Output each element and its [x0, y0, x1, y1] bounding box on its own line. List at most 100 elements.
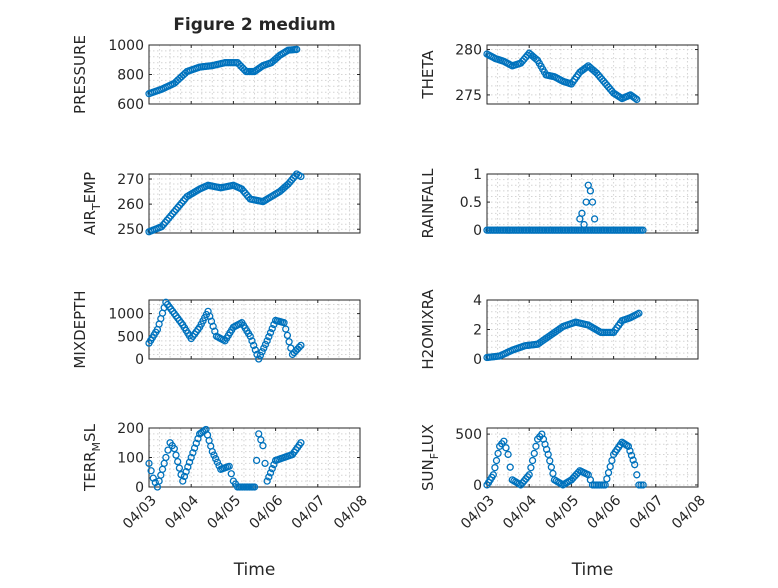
x-tick-label: 04/06	[247, 492, 287, 532]
data-point	[255, 430, 263, 438]
gridlines	[486, 173, 699, 233]
x-axis-label: Time	[571, 560, 614, 580]
y-tick-label: 2	[473, 323, 482, 339]
y-axis-label: RAINFALL	[419, 168, 437, 239]
data-point	[504, 450, 512, 459]
x-tick-label: 04/05	[204, 493, 244, 533]
data-point	[502, 444, 510, 452]
x-tick-label: 04/08	[669, 493, 709, 533]
y-tick-label: 4	[473, 293, 482, 309]
x-tick-label: 04/05	[542, 493, 582, 533]
data-point	[258, 348, 266, 356]
data-point	[213, 458, 222, 466]
subplot-5: 0 500 1000 MIXDEPTH	[71, 290, 361, 369]
y-tick-label: 260	[117, 197, 144, 213]
data-point	[544, 450, 552, 459]
data-point	[282, 325, 290, 333]
data-point	[637, 481, 645, 489]
data-point	[270, 460, 278, 469]
data-point	[523, 51, 532, 59]
data-point	[147, 467, 155, 475]
y-axis-label: MIXDEPTH	[71, 290, 89, 368]
y-tick-label: 600	[117, 97, 144, 113]
y-tick-label: 0	[473, 223, 482, 239]
data-series	[145, 45, 301, 98]
data-point	[212, 455, 220, 463]
data-point	[261, 459, 269, 468]
data-point	[639, 481, 647, 489]
y-tick-label: 1000	[108, 38, 144, 54]
y-tick-label: 1	[473, 167, 482, 183]
data-point	[170, 444, 178, 453]
data-point	[185, 458, 194, 466]
subplot-3: 250 260 270 AIRTEMP	[81, 170, 361, 238]
y-axis-label: SUNFLUX	[419, 424, 441, 491]
data-point	[297, 439, 305, 447]
y-tick-label: 0	[135, 352, 144, 368]
data-point	[194, 434, 202, 443]
data-point	[549, 469, 557, 478]
data-series	[483, 309, 643, 362]
y-tick-label: 800	[117, 68, 144, 84]
data-point	[265, 473, 273, 481]
y-tick-label: 280	[455, 43, 482, 59]
subplot-2: 275 280 THETA	[419, 43, 699, 105]
data-point	[624, 442, 633, 450]
y-tick-label: 0	[473, 352, 482, 368]
data-point	[523, 473, 532, 481]
y-axis-label: AIRTEMP	[81, 172, 103, 235]
data-point	[227, 470, 235, 478]
data-point	[268, 465, 276, 473]
data-point	[606, 463, 614, 471]
data-point	[604, 469, 613, 477]
y-tick-label: 500	[117, 329, 144, 345]
subplot-8: 04/03 04/04 04/05 04/06 04/07 04/08 0 500 SUNFLU…	[419, 424, 709, 580]
data-point	[635, 481, 643, 489]
data-point	[639, 226, 647, 234]
y-tick-label: 0	[473, 478, 482, 494]
data-point	[626, 447, 634, 455]
data-point	[180, 472, 189, 481]
data-point	[528, 456, 537, 465]
data-point	[174, 457, 182, 466]
data-point	[280, 319, 288, 327]
x-tick-label: 04/07	[627, 493, 667, 533]
x-axis-label: Time	[233, 560, 276, 580]
x-tick-label: 04/04	[162, 492, 202, 532]
data-point	[210, 451, 218, 459]
data-series	[483, 49, 641, 104]
data-point	[260, 344, 268, 352]
data-point	[546, 457, 554, 465]
axes-frame	[148, 299, 361, 360]
data-point	[574, 468, 582, 477]
data-point	[190, 444, 199, 452]
data-point	[586, 187, 595, 195]
data-point	[627, 451, 636, 460]
data-point	[252, 456, 261, 465]
data-point	[189, 449, 197, 457]
data-point	[527, 464, 535, 472]
data-point	[489, 471, 497, 479]
axes-frame	[486, 44, 699, 105]
data-point	[530, 449, 538, 458]
data-point	[603, 475, 611, 483]
chart-title: Figure 2 medium	[173, 15, 335, 35]
y-tick-label: 270	[117, 172, 144, 188]
data-point	[250, 341, 258, 350]
data-point	[175, 464, 184, 472]
data-point	[246, 332, 254, 340]
data-point	[295, 343, 303, 351]
x-tick-label: 04/06	[585, 492, 625, 532]
data-point	[635, 309, 643, 317]
data-point	[590, 215, 599, 223]
data-series	[145, 425, 305, 491]
data-point	[266, 329, 275, 337]
data-point	[208, 447, 216, 456]
y-tick-label: 200	[117, 421, 144, 437]
data-point	[633, 95, 641, 104]
data-series	[483, 181, 647, 234]
data-point	[187, 453, 195, 462]
data-point	[250, 483, 259, 491]
data-point	[547, 463, 556, 471]
